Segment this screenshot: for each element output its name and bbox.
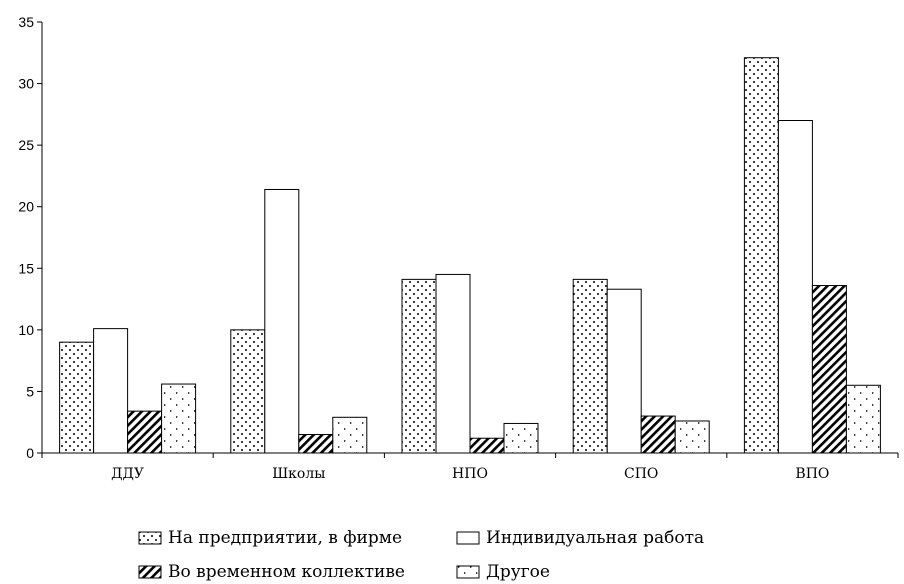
legend-item-series-4: Другое	[456, 562, 550, 582]
bar-4-5	[845, 384, 881, 454]
legend-label-series-3: Во временном коллективе	[168, 562, 405, 582]
legend-item-series-1: На предприятии, в фирме	[138, 528, 402, 548]
bar-3-2	[298, 434, 334, 454]
bar-chart: 0 5 10 15 20 25 30 35 ДДУ Школы НПО СПО ВПО	[18, 14, 899, 482]
legend-label-series-2: Индивидуальная работа	[486, 528, 705, 548]
bar-1-3	[401, 278, 437, 454]
bar-3-5	[811, 285, 847, 454]
y-tick-label: 20	[18, 199, 34, 215]
legend-swatch-dots	[138, 531, 162, 545]
legend-label-series-1: На предприятии, в фирме	[168, 528, 403, 548]
x-category-label: ДДУ	[111, 466, 144, 482]
legend-item-series-3: Во временном коллективе	[138, 562, 405, 582]
legend-swatch-empty	[456, 531, 480, 545]
legend-item-series-2: Индивидуальная работа	[456, 528, 704, 548]
bar-4-1	[161, 383, 197, 454]
x-category-label: ВПО	[795, 466, 829, 482]
legend: На предприятии, в фирме Индивидуальная р…	[138, 522, 838, 584]
bar-1-5	[743, 57, 779, 454]
bar-3-3	[469, 437, 505, 454]
y-tick-label: 35	[18, 14, 34, 30]
y-tick-label: 25	[18, 137, 34, 153]
bar-2-3	[435, 273, 471, 454]
bar-2-1	[93, 328, 129, 454]
x-category-label: СПО	[624, 466, 658, 482]
bar-3-1	[127, 410, 163, 454]
legend-swatch-diagonal	[138, 565, 162, 579]
bar-1-1	[59, 341, 95, 454]
bar-1-4	[572, 278, 608, 454]
bar-2-2	[264, 188, 300, 454]
legend-swatch-arrows	[456, 565, 480, 579]
legend-label-series-4: Другое	[486, 562, 550, 582]
bar-4-3	[503, 422, 539, 454]
bar-2-4	[606, 288, 642, 454]
y-tick-label: 5	[26, 383, 34, 399]
bar-4-2	[332, 416, 368, 454]
bar-2-5	[777, 120, 813, 454]
x-category-label: Школы	[272, 466, 325, 482]
y-tick-label: 0	[26, 445, 34, 461]
bar-3-4	[640, 415, 676, 454]
y-tick-label: 30	[18, 76, 34, 92]
bar-1-2	[230, 329, 266, 454]
y-tick-label: 10	[18, 322, 34, 338]
x-category-label: НПО	[452, 466, 488, 482]
bar-4-4	[674, 420, 710, 454]
y-tick-label: 15	[18, 260, 34, 276]
